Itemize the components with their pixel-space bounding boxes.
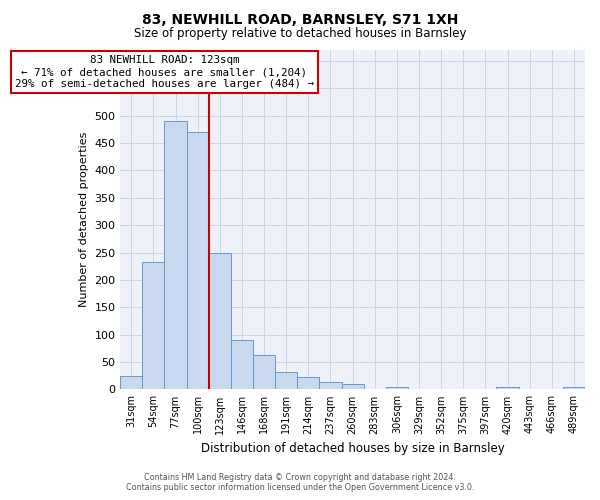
Bar [297, 377, 319, 390]
Y-axis label: Number of detached properties: Number of detached properties [79, 132, 89, 308]
Text: 83 NEWHILL ROAD: 123sqm
← 71% of detached houses are smaller (1,204)
29% of semi: 83 NEWHILL ROAD: 123sqm ← 71% of detache… [15, 56, 314, 88]
Text: Contains HM Land Registry data © Crown copyright and database right 2024.
Contai: Contains HM Land Registry data © Crown c… [126, 473, 474, 492]
Bar [164, 121, 187, 390]
X-axis label: Distribution of detached houses by size in Barnsley: Distribution of detached houses by size … [201, 442, 505, 455]
Bar [187, 132, 209, 390]
Bar [253, 355, 275, 390]
Bar [319, 382, 341, 390]
Text: 83, NEWHILL ROAD, BARNSLEY, S71 1XH: 83, NEWHILL ROAD, BARNSLEY, S71 1XH [142, 12, 458, 26]
Bar [209, 252, 231, 390]
Bar [231, 340, 253, 390]
Bar [142, 262, 164, 390]
Bar [386, 386, 408, 390]
Bar [563, 386, 585, 390]
Bar [275, 372, 297, 390]
Bar [341, 384, 364, 390]
Text: Size of property relative to detached houses in Barnsley: Size of property relative to detached ho… [134, 28, 466, 40]
Bar [496, 386, 518, 390]
Bar [120, 376, 142, 390]
